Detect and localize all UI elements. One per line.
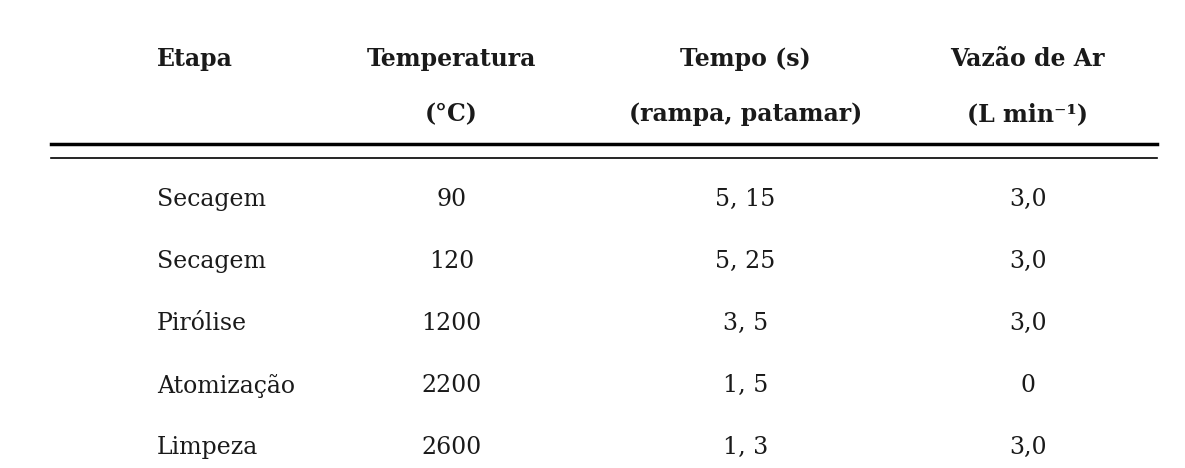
Text: Temperatura: Temperatura (366, 47, 536, 71)
Text: 0: 0 (1020, 374, 1036, 397)
Text: Tempo (s): Tempo (s) (680, 47, 811, 71)
Text: 90: 90 (436, 188, 467, 211)
Text: 3,0: 3,0 (1010, 436, 1046, 459)
Text: 5, 15: 5, 15 (716, 188, 776, 211)
Text: Etapa: Etapa (158, 47, 233, 71)
Text: 5, 25: 5, 25 (716, 250, 776, 273)
Text: (°C): (°C) (425, 102, 478, 126)
Text: Limpeza: Limpeza (158, 436, 258, 459)
Text: (L min⁻¹): (L min⁻¹) (967, 102, 1088, 126)
Text: 1, 5: 1, 5 (723, 374, 768, 397)
Text: Vazão de Ar: Vazão de Ar (950, 47, 1106, 71)
Text: 3, 5: 3, 5 (723, 312, 768, 335)
Text: 120: 120 (429, 250, 474, 273)
Text: Pirólise: Pirólise (158, 312, 248, 335)
Text: 3,0: 3,0 (1010, 312, 1046, 335)
Text: 2200: 2200 (421, 374, 481, 397)
Text: 2600: 2600 (421, 436, 481, 459)
Text: 1200: 1200 (421, 312, 481, 335)
Text: Secagem: Secagem (158, 188, 267, 211)
Text: 3,0: 3,0 (1010, 250, 1046, 273)
Text: Atomização: Atomização (158, 373, 295, 398)
Text: 1, 3: 1, 3 (723, 436, 768, 459)
Text: (rampa, patamar): (rampa, patamar) (629, 102, 863, 126)
Text: Secagem: Secagem (158, 250, 267, 273)
Text: 3,0: 3,0 (1010, 188, 1046, 211)
